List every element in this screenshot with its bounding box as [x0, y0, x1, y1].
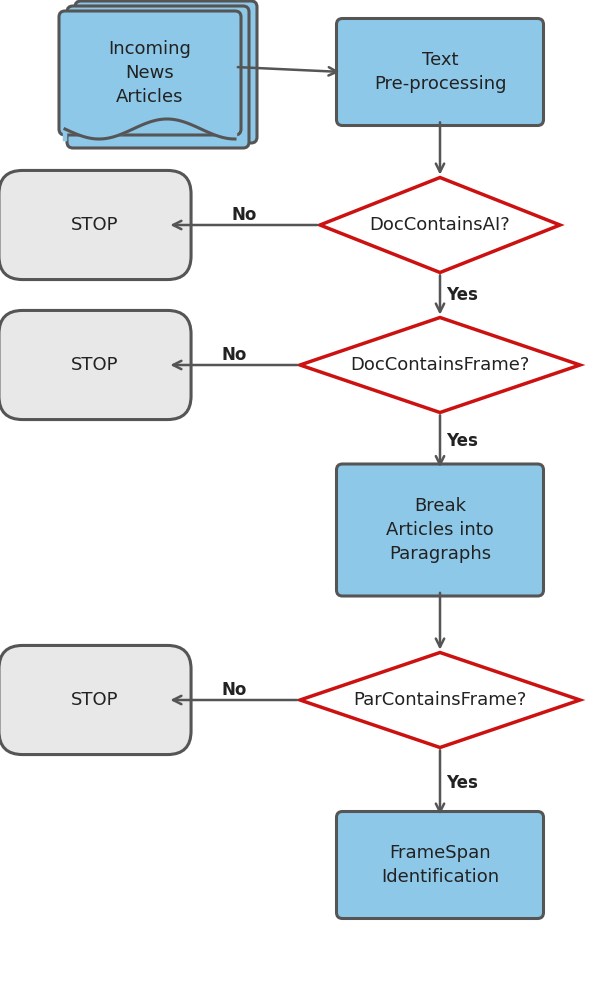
Text: Text
Pre-processing: Text Pre-processing [373, 51, 506, 93]
Text: Yes: Yes [446, 286, 478, 304]
FancyBboxPatch shape [75, 1, 257, 143]
Text: STOP: STOP [71, 356, 119, 374]
Polygon shape [300, 317, 580, 412]
Text: No: No [231, 206, 257, 224]
FancyBboxPatch shape [0, 646, 191, 754]
Text: ParContainsFrame?: ParContainsFrame? [353, 691, 527, 709]
Text: Yes: Yes [446, 773, 478, 792]
Text: Break
Articles into
Paragraphs: Break Articles into Paragraphs [386, 497, 494, 563]
FancyBboxPatch shape [59, 11, 241, 135]
Text: DocContainsFrame?: DocContainsFrame? [350, 356, 530, 374]
Text: FrameSpan
Identification: FrameSpan Identification [381, 844, 499, 885]
Text: No: No [221, 346, 247, 364]
Polygon shape [320, 177, 560, 272]
FancyBboxPatch shape [336, 811, 543, 919]
Text: DocContainsAI?: DocContainsAI? [369, 216, 510, 234]
FancyBboxPatch shape [0, 171, 191, 280]
FancyBboxPatch shape [0, 311, 191, 420]
FancyBboxPatch shape [67, 6, 249, 148]
Text: Yes: Yes [446, 432, 478, 451]
Text: STOP: STOP [71, 691, 119, 709]
FancyBboxPatch shape [336, 464, 543, 596]
Text: Incoming
News
Articles: Incoming News Articles [109, 40, 191, 106]
Polygon shape [300, 653, 580, 747]
Text: No: No [221, 681, 247, 699]
Text: STOP: STOP [71, 216, 119, 234]
FancyBboxPatch shape [336, 19, 543, 125]
